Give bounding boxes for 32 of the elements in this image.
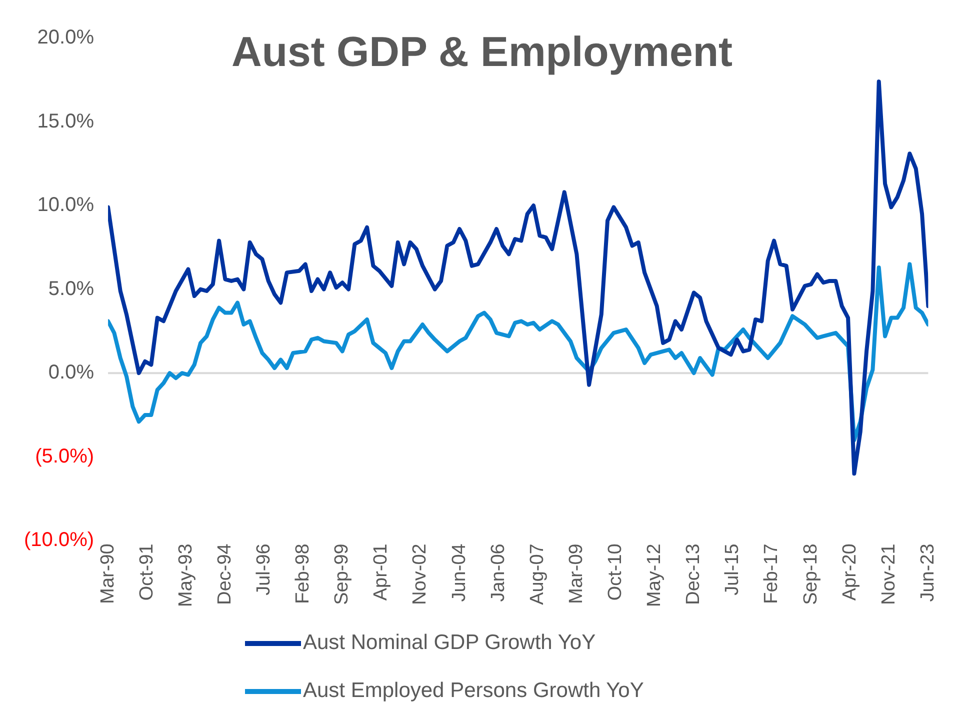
y-tick-label: 20.0%	[37, 26, 94, 49]
x-tick-label: Nov-21	[878, 544, 900, 605]
y-tick-label: 15.0%	[37, 110, 94, 132]
y-tick-label: (10.0%)	[24, 529, 94, 552]
chart-title: Aust GDP & Employment	[232, 28, 732, 75]
x-tick-label: Aug-07	[526, 544, 548, 605]
x-tick-label: Sep-18	[800, 544, 822, 605]
y-tick-label: 10.0%	[37, 194, 94, 216]
y-tick-label: (5.0%)	[35, 445, 94, 468]
legend-label: Aust Nominal GDP Growth YoY	[303, 631, 596, 655]
x-tick-label: Jul-96	[253, 544, 274, 596]
x-tick-label: Dec-94	[214, 543, 236, 605]
x-tick-label: Jan-06	[488, 544, 509, 602]
x-tick-label: Sep-99	[332, 544, 353, 605]
y-tick-label: 0.0%	[48, 362, 94, 384]
x-tick-label: Oct-10	[604, 544, 626, 601]
x-tick-label: Apr-01	[370, 544, 392, 601]
x-tick-label: Oct-91	[136, 544, 158, 601]
x-tick-label: Jul-15	[722, 544, 744, 596]
legend-label: Aust Employed Persons Growth YoY	[303, 679, 644, 703]
x-tick-label: Feb-98	[292, 544, 314, 604]
x-tick-label: Dec-13	[683, 544, 704, 605]
x-tick-label: Feb-17	[761, 544, 782, 604]
x-tick-label: May-12	[644, 544, 666, 608]
x-tick-label: Apr-20	[839, 544, 860, 601]
x-tick-label: May-93	[175, 544, 196, 608]
x-tick-label: Jun-04	[448, 543, 470, 602]
y-tick-label: 5.0%	[48, 278, 94, 300]
x-tick-label: Nov-02	[410, 544, 431, 605]
x-tick-label: Jun-23	[917, 544, 938, 602]
x-tick-label: Mar-09	[566, 544, 587, 604]
x-tick-label: Mar-90	[97, 544, 118, 604]
